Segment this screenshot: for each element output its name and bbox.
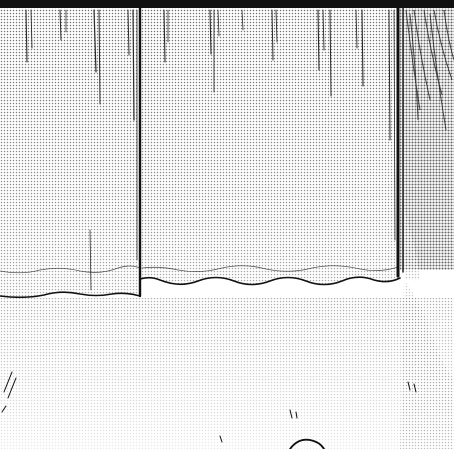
panel-top-border: [0, 0, 454, 8]
right-dark-fabric: [400, 8, 454, 270]
curtain-hem-lines: [0, 265, 401, 299]
curtain-screentone: [0, 8, 400, 298]
curtain-seams: [138, 6, 404, 298]
floor-sketch-marks: [1, 371, 417, 443]
curtain-fold-streaks: [25, 9, 396, 291]
ground-screentone: [0, 210, 454, 449]
figure-outline: [289, 438, 325, 449]
